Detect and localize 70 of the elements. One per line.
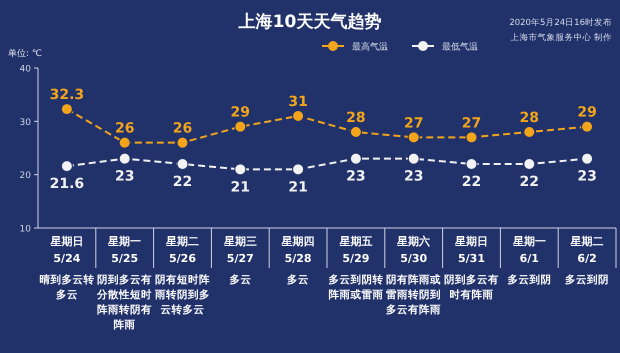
y-tick-label: 40 (20, 64, 32, 74)
x-tick-label: 星期二 5/26 (165, 235, 199, 265)
text: 晴到多云转多云 (39, 273, 94, 301)
point (60, 160, 73, 172)
data-label: 26 (172, 120, 192, 137)
y-tick-label: 20 (20, 171, 32, 182)
x-tick-label: 星期一 6/1 (512, 235, 546, 265)
point (350, 152, 362, 165)
data-label: 26 (114, 120, 134, 137)
point (408, 152, 420, 165)
data-label: 23 (346, 168, 366, 185)
point (292, 110, 304, 122)
y-tick-label: 30 (20, 118, 32, 128)
point (581, 120, 594, 133)
x-tick-label: 星期三 5/27 (222, 235, 257, 265)
text: 多云到阴 (565, 273, 610, 286)
y-tick-label: 10 (20, 224, 32, 234)
text: 阴到多云有时有阵雨 (444, 273, 499, 301)
point (118, 136, 131, 149)
point (581, 152, 594, 165)
x-tick-label: 星期五 5/29 (338, 235, 372, 265)
point (466, 131, 478, 144)
point (466, 158, 478, 170)
x-tick-label: 星期日 5/24 (49, 235, 84, 265)
point (408, 131, 420, 144)
data-label: 21.6 (50, 176, 84, 192)
data-label: 23 (114, 168, 134, 185)
legend-label: 最低气温 (442, 42, 478, 52)
data-label: 22 (462, 174, 482, 190)
point (176, 158, 188, 170)
text: 2020年5月24日16时发布 (509, 17, 612, 28)
data-label: 28 (346, 110, 366, 126)
text: 多云 (287, 273, 310, 286)
point (234, 120, 246, 133)
legend-label: 最高气温 (352, 42, 388, 52)
data-label: 29 (577, 104, 597, 121)
x-tick-label: 星期四 5/28 (280, 235, 315, 265)
text: 上海市气象服务中心 制作 (510, 32, 612, 43)
data-label: 21 (230, 179, 250, 196)
data-label: 27 (404, 115, 424, 132)
point (523, 126, 536, 138)
text: 阴到多云有分散性短时阵雨转阴有阵雨 (96, 273, 152, 331)
data-label: 27 (462, 115, 482, 132)
data-label: 23 (404, 168, 424, 185)
point (118, 152, 131, 165)
point (176, 136, 188, 149)
text: 阴有阵雨或雷雨转阴到多云有阵雨 (386, 273, 442, 316)
data-label: 28 (520, 110, 540, 126)
x-tick-label: 星期二 6/2 (570, 235, 604, 265)
point (60, 103, 73, 116)
x-tick-label: 星期日 5/31 (454, 235, 488, 265)
text: 阴有短时阵雨转阴到多云转多云 (154, 273, 210, 316)
data-label: 29 (230, 104, 250, 121)
x-tick-label: 星期一 5/25 (107, 235, 142, 265)
data-label: 21 (288, 179, 308, 196)
point (292, 163, 304, 176)
data-label: 22 (172, 174, 192, 190)
chart-title: 上海10天天气趋势 (238, 12, 382, 32)
data-label: 32.3 (50, 87, 84, 104)
point (234, 163, 246, 176)
data-label: 22 (520, 174, 540, 190)
text: 多云到阴 (507, 273, 552, 286)
text: 多云到阴转阵雨或雷雨 (328, 273, 384, 301)
x-tick-label: 星期六 5/30 (396, 235, 430, 265)
y-axis-title: 单位: ℃ (8, 48, 42, 59)
data-label: 23 (577, 168, 597, 185)
point (350, 126, 362, 138)
point (523, 158, 536, 170)
text: 多云 (229, 273, 252, 286)
data-label: 31 (288, 94, 308, 110)
